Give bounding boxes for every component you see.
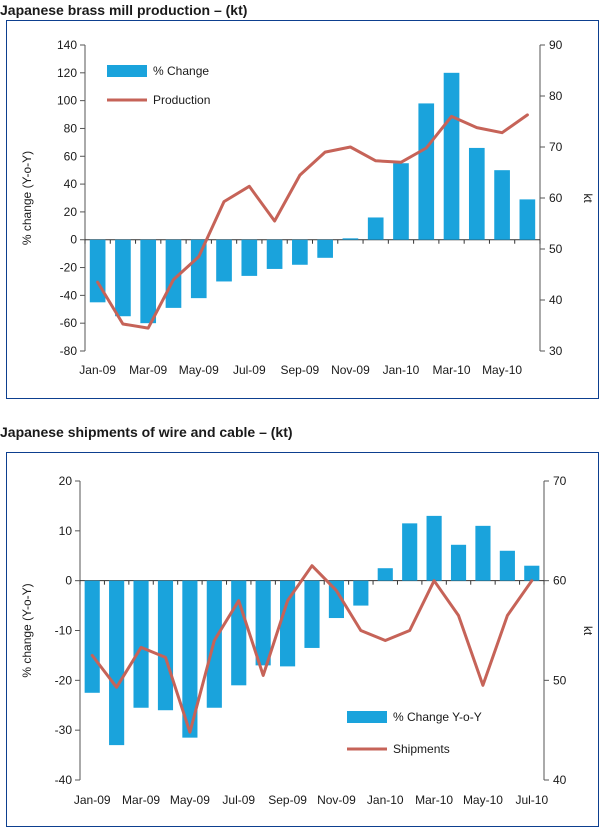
y-axis-title-left: % change (Y-o-Y) xyxy=(20,583,34,677)
y-tick-label-left: -20 xyxy=(55,673,73,687)
bar xyxy=(267,240,283,269)
y-tick-label-left: 0 xyxy=(70,233,77,247)
legend-label-bar: % Change Y-o-Y xyxy=(393,710,482,724)
y-tick-label-left: 20 xyxy=(59,474,73,488)
bar xyxy=(241,240,257,276)
bar xyxy=(494,170,510,240)
legend-swatch-bar xyxy=(347,711,387,723)
y-tick-label-left: 80 xyxy=(64,121,78,135)
x-tick-label: Mar-09 xyxy=(122,793,160,807)
bar xyxy=(353,581,368,606)
y-tick-label-right: 40 xyxy=(553,773,567,787)
bar xyxy=(109,581,124,745)
x-tick-label: Sep-09 xyxy=(268,793,307,807)
y-tick-label-right: 80 xyxy=(549,89,563,103)
y-tick-label-left: 20 xyxy=(64,205,78,219)
bar xyxy=(85,581,100,693)
brass-production-chart: 140 120 100 80 60 40 20 0 -20 -40 -60 -80 90 80 70 60 50… xyxy=(7,21,598,398)
y-tick-label-left: 10 xyxy=(59,524,73,538)
legend-label-line: Shipments xyxy=(393,742,450,756)
bar xyxy=(231,581,246,686)
bar xyxy=(451,545,466,581)
y-tick-label-right: 50 xyxy=(549,242,563,256)
bar xyxy=(115,240,131,317)
y-axis-title-right: kt xyxy=(581,626,595,636)
bar xyxy=(427,516,442,581)
legend-swatch-bar xyxy=(107,65,147,77)
y-tick-label-right: 90 xyxy=(549,38,563,52)
x-tick-label: Jul-09 xyxy=(222,793,255,807)
y-tick-label-right: 70 xyxy=(549,140,563,154)
bar xyxy=(475,526,490,581)
x-tick-label: Jan-10 xyxy=(383,363,420,377)
y-tick-label-left: 60 xyxy=(64,149,78,163)
bar xyxy=(368,217,384,239)
bar xyxy=(520,199,536,239)
bar xyxy=(216,240,232,282)
x-tick-label: May-09 xyxy=(179,363,219,377)
y-tick-label-left: -60 xyxy=(60,316,78,330)
bar xyxy=(317,240,333,258)
y-tick-label-right: 40 xyxy=(549,293,563,307)
bar xyxy=(304,581,319,648)
x-tick-label: Mar-10 xyxy=(433,363,471,377)
x-tick-label: Jan-09 xyxy=(74,793,111,807)
y-tick-label-left: -40 xyxy=(60,288,78,302)
bar xyxy=(393,163,409,240)
y-tick-label-left: -20 xyxy=(60,261,78,275)
y-tick-label-left: -40 xyxy=(55,773,73,787)
bar xyxy=(500,551,515,581)
bar xyxy=(191,240,207,298)
series-line xyxy=(98,115,528,328)
x-tick-label: Nov-09 xyxy=(331,363,370,377)
y-axis-title-left: % change (Y-o-Y) xyxy=(20,151,34,245)
y-tick-label-right: 30 xyxy=(549,344,563,358)
chart-frame-wire: 20 10 0 -10 -20 -30 -40 70 60 50 40 % change (Y-o-Y… xyxy=(6,452,599,827)
y-tick-label-left: -10 xyxy=(55,624,73,638)
bar xyxy=(140,240,156,323)
bar xyxy=(378,568,393,580)
x-tick-label: Nov-09 xyxy=(317,793,356,807)
y-tick-label-left: 120 xyxy=(57,66,77,80)
bar xyxy=(256,581,271,666)
bar xyxy=(444,73,460,240)
y-tick-label-left: -80 xyxy=(60,344,78,358)
y-tick-label-left: 140 xyxy=(57,38,77,52)
y-tick-label-left: 100 xyxy=(57,94,77,108)
chart-title-brass: Japanese brass mill production – (kt) xyxy=(0,2,247,18)
x-tick-label: Jan-09 xyxy=(79,363,116,377)
x-tick-label: Jul-09 xyxy=(233,363,266,377)
bar xyxy=(292,240,308,265)
bar xyxy=(469,148,485,240)
chart-frame-brass: 140 120 100 80 60 40 20 0 -20 -40 -60 -80 90 80 70 60 50… xyxy=(6,20,599,399)
chart-title-wire: Japanese shipments of wire and cable – (… xyxy=(0,424,293,440)
x-tick-label: May-10 xyxy=(482,363,522,377)
y-tick-label-left: 40 xyxy=(64,177,78,191)
x-tick-label: Mar-09 xyxy=(129,363,167,377)
x-tick-label: Sep-09 xyxy=(281,363,320,377)
legend-label-bar: % Change xyxy=(153,64,209,78)
y-tick-label-left: 0 xyxy=(65,574,72,588)
y-tick-label-right: 60 xyxy=(549,191,563,205)
x-tick-label: Jan-10 xyxy=(367,793,404,807)
wire-shipments-chart: 20 10 0 -10 -20 -30 -40 70 60 50 40 % change (Y-o-Y… xyxy=(7,453,598,826)
y-tick-label-right: 50 xyxy=(553,673,567,687)
y-tick-label-right: 60 xyxy=(553,574,567,588)
x-tick-label: May-09 xyxy=(170,793,210,807)
bar xyxy=(524,566,539,581)
bar xyxy=(343,238,359,239)
bar xyxy=(133,581,148,708)
y-tick-label-left: -30 xyxy=(55,723,73,737)
x-tick-label: Jul-10 xyxy=(515,793,548,807)
bar xyxy=(402,523,417,580)
y-axis-title-right: kt xyxy=(581,193,595,203)
bar xyxy=(418,103,434,239)
bar xyxy=(158,581,173,711)
legend-label-line: Production xyxy=(153,93,210,107)
y-tick-label-right: 70 xyxy=(553,474,567,488)
x-tick-label: May-10 xyxy=(463,793,503,807)
x-tick-label: Mar-10 xyxy=(415,793,453,807)
